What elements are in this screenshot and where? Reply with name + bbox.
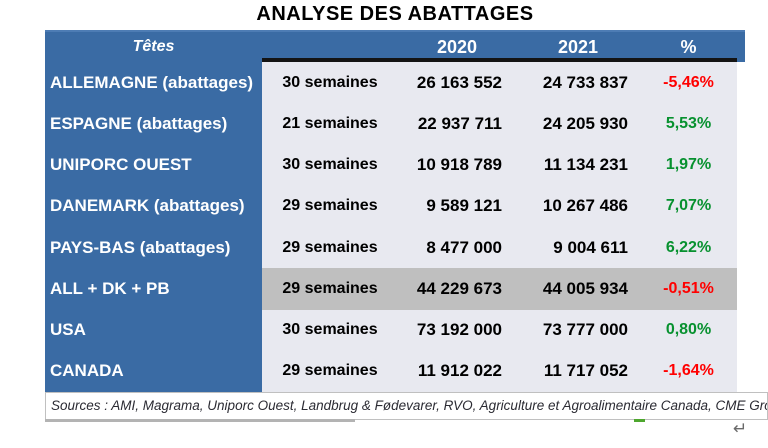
table-header-row: Têtes 2020 2021 % bbox=[45, 30, 745, 62]
header-cell-tetes: Têtes bbox=[132, 38, 175, 55]
value-2021-cell: 73 777 000 bbox=[516, 309, 640, 351]
percent-cell: 6,22% bbox=[640, 227, 737, 269]
percent-cell: 1,97% bbox=[640, 144, 737, 186]
value-2021-cell: 11 134 231 bbox=[516, 144, 640, 186]
table-row-total-all-dk-pb: ALL + DK + PB 29 semaines 44 229 673 44 … bbox=[45, 268, 737, 310]
percent-cell: 7,07% bbox=[640, 185, 737, 227]
table-row-paysbas: PAYS-BAS (abattages) 29 semaines 8 477 0… bbox=[45, 227, 737, 269]
value-2021-cell: 24 205 930 bbox=[516, 103, 640, 145]
header-cell-percent: % bbox=[680, 36, 697, 57]
row-label: ALLEMAGNE (abattages) bbox=[45, 62, 262, 104]
table-row-canada: CANADA 29 semaines 11 912 022 11 717 052… bbox=[45, 350, 737, 392]
percent-cell: -0,51% bbox=[640, 268, 737, 310]
value-2021-cell: 11 717 052 bbox=[516, 350, 640, 392]
weeks-cell: 29 semaines bbox=[262, 268, 398, 310]
row-label: USA bbox=[45, 309, 262, 351]
return-symbol-icon: ↵ bbox=[732, 419, 748, 438]
table-row-usa: USA 30 semaines 73 192 000 73 777 000 0,… bbox=[45, 309, 737, 351]
row-label: ALL + DK + PB bbox=[45, 268, 262, 310]
value-2020-cell: 26 163 552 bbox=[398, 62, 516, 104]
value-2020-cell: 22 937 711 bbox=[398, 103, 516, 145]
weeks-cell: 29 semaines bbox=[262, 227, 398, 269]
table-body: ALLEMAGNE (abattages) 30 semaines 26 163… bbox=[45, 62, 737, 392]
row-label: ESPAGNE (abattages) bbox=[45, 103, 262, 145]
value-2021-cell: 44 005 934 bbox=[516, 268, 640, 310]
row-label: UNIPORC OUEST bbox=[45, 144, 262, 186]
row-label: CANADA bbox=[45, 350, 262, 392]
weeks-cell: 29 semaines bbox=[262, 350, 398, 392]
value-2021-cell: 9 004 611 bbox=[516, 227, 640, 269]
page-title: ANALYSE DES ABATTAGES bbox=[256, 3, 534, 25]
value-2020-cell: 8 477 000 bbox=[398, 227, 516, 269]
weeks-cell: 29 semaines bbox=[262, 185, 398, 227]
value-2021-cell: 10 267 486 bbox=[516, 185, 640, 227]
value-2020-cell: 11 912 022 bbox=[398, 350, 516, 392]
row-label: DANEMARK (abattages) bbox=[45, 185, 262, 227]
value-2020-cell: 73 192 000 bbox=[398, 309, 516, 351]
header-cell-2020: 2020 bbox=[436, 36, 478, 57]
data-area-top-border bbox=[262, 58, 737, 62]
box-shadow-bar bbox=[45, 419, 355, 422]
row-label: PAYS-BAS (abattages) bbox=[45, 227, 262, 269]
weeks-cell: 30 semaines bbox=[262, 309, 398, 351]
table-row-uniporc: UNIPORC OUEST 30 semaines 10 918 789 11 … bbox=[45, 144, 737, 186]
value-2020-cell: 44 229 673 bbox=[398, 268, 516, 310]
header-cell-2021: 2021 bbox=[557, 36, 599, 57]
weeks-cell: 30 semaines bbox=[262, 62, 398, 104]
table-row-danemark: DANEMARK (abattages) 29 semaines 9 589 1… bbox=[45, 185, 737, 227]
table-row-espagne: ESPAGNE (abattages) 21 semaines 22 937 7… bbox=[45, 103, 737, 145]
percent-cell: -5,46% bbox=[640, 62, 737, 104]
weeks-cell: 30 semaines bbox=[262, 144, 398, 186]
green-dash-mark bbox=[634, 419, 645, 422]
sources-note: Sources : AMI, Magrama, Uniporc Ouest, L… bbox=[45, 392, 768, 420]
percent-cell: 5,53% bbox=[640, 103, 737, 145]
abattages-table: Têtes 2020 2021 % ALLEMAGNE (abattages) … bbox=[45, 30, 745, 392]
value-2020-cell: 9 589 121 bbox=[398, 185, 516, 227]
table-row-allemagne: ALLEMAGNE (abattages) 30 semaines 26 163… bbox=[45, 62, 737, 104]
weeks-cell: 21 semaines bbox=[262, 103, 398, 145]
value-2021-cell: 24 733 837 bbox=[516, 62, 640, 104]
percent-cell: 0,80% bbox=[640, 309, 737, 351]
value-2020-cell: 10 918 789 bbox=[398, 144, 516, 186]
percent-cell: -1,64% bbox=[640, 350, 737, 392]
